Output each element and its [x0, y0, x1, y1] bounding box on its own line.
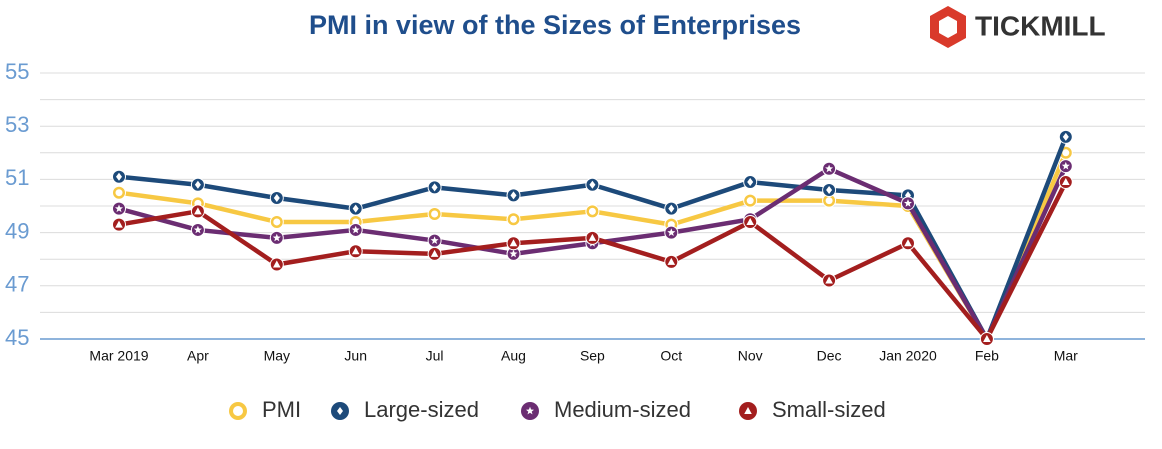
y-tick-label: 45 [5, 325, 29, 350]
logo: TICKMILL [930, 6, 1106, 48]
marker-icon [510, 215, 517, 223]
marker-icon [115, 220, 123, 228]
legend-label: Small-sized [772, 397, 886, 422]
marker-icon [430, 236, 439, 244]
marker-icon [746, 197, 754, 205]
marker-icon [747, 178, 754, 187]
y-tick-label: 51 [5, 165, 29, 190]
marker-icon [273, 218, 281, 226]
y-tick-label: 53 [5, 112, 29, 137]
marker-icon [194, 180, 201, 189]
legend-label: Medium-sized [554, 397, 691, 422]
x-tick-label: Nov [738, 348, 763, 364]
marker-icon [351, 225, 360, 234]
y-tick-label: 55 [5, 59, 29, 84]
marker-icon [746, 217, 754, 225]
marker-icon [825, 197, 833, 205]
marker-icon [825, 276, 833, 284]
marker-icon [431, 183, 438, 192]
series [112, 175, 1073, 346]
marker-icon [588, 233, 597, 241]
marker-icon [337, 407, 343, 415]
y-tick-label: 47 [5, 272, 29, 297]
marker-icon [1062, 178, 1070, 186]
legend-item: Large-sized [331, 397, 479, 422]
x-tick-label: Mar [1054, 348, 1078, 364]
x-tick-label: Jul [426, 348, 444, 364]
x-tick-label: Feb [975, 348, 999, 364]
legend-item: Medium-sized [521, 397, 691, 422]
marker-icon [1061, 161, 1070, 170]
marker-icon [273, 194, 280, 203]
marker-icon [193, 225, 202, 234]
marker-icon [116, 172, 122, 181]
legend-label: Large-sized [364, 397, 479, 422]
marker-icon [194, 207, 202, 215]
marker-icon [272, 233, 281, 242]
series [112, 129, 1073, 346]
marker-icon [115, 189, 123, 197]
marker-icon [667, 257, 676, 265]
marker-icon [526, 406, 534, 415]
x-tick-label: Mar 2019 [89, 348, 148, 364]
legend-item: PMI [229, 397, 301, 422]
marker-icon [983, 335, 991, 342]
marker-icon [1062, 149, 1070, 157]
marker-icon [509, 249, 518, 258]
chart-title: PMI in view of the Sizes of Enterprises [309, 10, 801, 40]
marker-icon [509, 239, 518, 247]
x-tick-label: Apr [187, 348, 209, 364]
marker-icon [668, 204, 675, 213]
x-tick-label: Jan 2020 [879, 348, 937, 364]
legend-label: PMI [262, 397, 301, 422]
marker-icon [588, 207, 596, 215]
logo-icon-inner [939, 16, 957, 38]
logo-text: TICKMILL [975, 10, 1106, 41]
marker-icon [115, 204, 123, 213]
marker-icon [352, 204, 359, 213]
x-tick-label: Aug [501, 348, 526, 364]
marker-icon [510, 191, 517, 200]
x-tick-label: Oct [660, 348, 682, 364]
marker-icon [904, 239, 912, 247]
marker-icon [667, 228, 676, 236]
marker-icon [430, 249, 439, 257]
y-tick-label: 49 [5, 218, 29, 243]
legend-item: Small-sized [739, 397, 886, 422]
x-tick-label: Jun [344, 348, 367, 364]
x-tick-label: Sep [580, 348, 605, 364]
marker-icon [825, 164, 834, 173]
x-tick-label: Dec [817, 348, 842, 364]
marker-icon [233, 406, 243, 416]
marker-icon [589, 180, 596, 189]
marker-icon [904, 199, 912, 207]
marker-icon [744, 407, 752, 414]
marker-icon [351, 247, 360, 255]
marker-icon [273, 260, 281, 268]
marker-icon [826, 186, 833, 195]
marker-icon [431, 210, 439, 218]
x-tick-label: May [264, 348, 290, 364]
marker-icon [1062, 132, 1069, 141]
